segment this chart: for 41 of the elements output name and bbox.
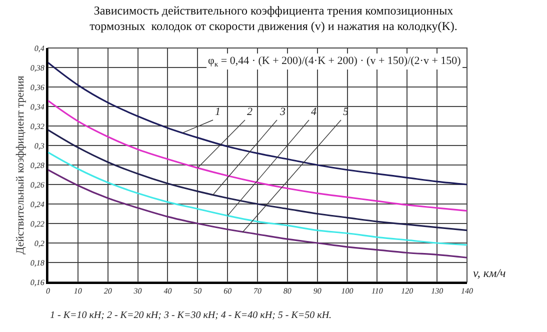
x-tick-label: 20 [104, 286, 112, 296]
x-tick-label: 10 [74, 286, 82, 296]
line-series [48, 169, 467, 258]
annotation: φ$_{к}$ = 0,44 · (K + 200)/(4·K + 200) · (v + 150)/(2·v + 150) [208, 55, 462, 68]
line-series [48, 129, 467, 232]
x-tick-label: 120 [401, 286, 414, 296]
x-tick-label: 50 [194, 286, 202, 296]
y-tick-label: 0,32 [30, 122, 44, 131]
annotation: 2 [247, 106, 253, 118]
x-tick-label: 100 [341, 286, 354, 296]
y-tick-label: 0,34 [30, 102, 44, 112]
text: 1 - K=10 кН; 2 - K=20 кН; 3 - K=30 кН; 4 - K=40 кН; 5 - K=50 кН. [50, 310, 332, 321]
annotation: 4 [311, 106, 317, 118]
y-axis-title: Действительный коэффициент трения [14, 76, 27, 254]
y-tick-label: 0,28 [30, 160, 44, 170]
x-tick-label: 60 [224, 286, 232, 296]
x-tick-label: 30 [132, 286, 142, 296]
annotation: 3 [279, 106, 286, 118]
chart-title: Зависимость действительного коэффициента трения композиционных тормозных колодок от скорости движения (v) и нажатия на колодку(K). [90, 3, 458, 33]
y-tick-label: 0,18 [30, 258, 44, 268]
x-tick-label: 40 [164, 286, 172, 296]
line-series [48, 152, 467, 246]
y-tick-label: 0,2 [34, 238, 44, 248]
annotation: 1 [215, 106, 220, 118]
y-tick-label: 0,26 [30, 180, 44, 190]
x-tick-label: 140 [461, 286, 473, 296]
y-tick-label: 0,22 [30, 219, 44, 228]
y-tick-label: 0,16 [30, 278, 44, 287]
x-tick-label: 70 [254, 286, 262, 296]
y-tick-label: 0,24 [30, 200, 44, 209]
x-tick-label: 130 [431, 286, 444, 296]
y-tick-label: 0,4 [34, 44, 44, 53]
x-tick-label: 80 [283, 286, 292, 296]
y-tick-label: 0,36 [30, 82, 44, 92]
y-tick-label: 0,3 [34, 141, 44, 150]
y-tick-label: 0,38 [30, 63, 44, 72]
x-axis-title: v, км/ч [473, 266, 506, 280]
x-tick-label: 90 [313, 286, 322, 296]
x-tick-label: 0 [46, 286, 50, 296]
line-series [48, 100, 467, 212]
x-tick-label: 110 [372, 286, 383, 296]
